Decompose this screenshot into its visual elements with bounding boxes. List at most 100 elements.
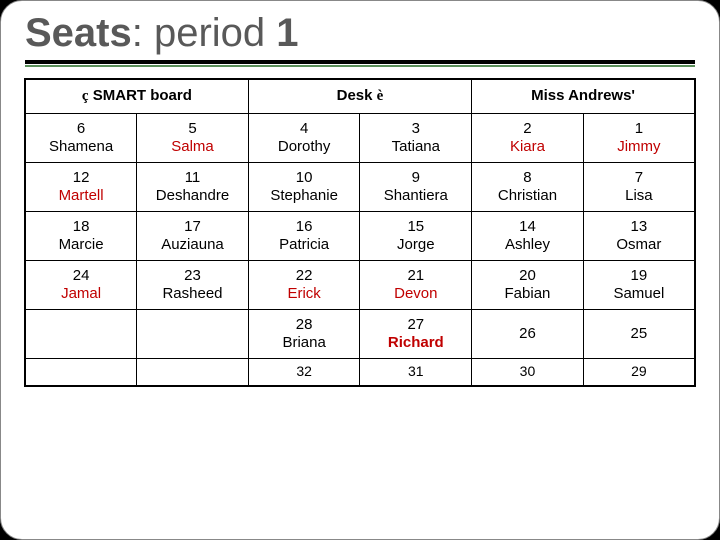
title-sep: : xyxy=(132,11,154,55)
seat-name: Marcie xyxy=(28,236,134,254)
seat-name: Shantiera xyxy=(362,187,469,205)
seat-number: 32 xyxy=(251,363,358,380)
title-mid: period xyxy=(154,11,276,55)
seat-cell: 5Salma xyxy=(137,113,249,162)
seat-number: 9 xyxy=(362,169,469,187)
seat-cell: 19Samuel xyxy=(583,260,695,309)
seat-name: Osmar xyxy=(586,236,692,254)
seat-row: 12Martell11Deshandre10Stephanie9Shantier… xyxy=(25,162,695,211)
seating-chart: ç SMART board Desk è Miss Andrews' 6Sham… xyxy=(24,78,696,387)
seat-cell xyxy=(25,358,137,386)
title-underline xyxy=(25,60,695,64)
seat-name: Rasheed xyxy=(139,285,246,303)
seat-name: Tatiana xyxy=(362,138,469,156)
seat-cell: 3Tatiana xyxy=(360,113,472,162)
seat-cell: 17Auziauna xyxy=(137,211,249,260)
seat-cell: 18Marcie xyxy=(25,211,137,260)
seat-number: 22 xyxy=(251,267,358,285)
seat-row: 32313029 xyxy=(25,358,695,386)
seat-name: Shamena xyxy=(28,138,134,156)
seat-name: Christian xyxy=(474,187,581,205)
seat-number: 23 xyxy=(139,267,246,285)
seat-number: 20 xyxy=(474,267,581,285)
seat-cell: 12Martell xyxy=(25,162,137,211)
seat-number: 11 xyxy=(139,169,246,187)
seat-cell: 9Shantiera xyxy=(360,162,472,211)
seat-number: 31 xyxy=(362,363,469,380)
seat-cell: 31 xyxy=(360,358,472,386)
seat-number: 2 xyxy=(474,120,581,138)
seat-name: Kiara xyxy=(474,138,581,156)
seat-cell: 11Deshandre xyxy=(137,162,249,211)
chart-header-row: ç SMART board Desk è Miss Andrews' xyxy=(25,79,695,113)
seat-number: 4 xyxy=(251,120,358,138)
seat-cell: 24Jamal xyxy=(25,260,137,309)
seat-number: 25 xyxy=(586,325,692,343)
seat-cell: 13Osmar xyxy=(583,211,695,260)
seat-number: 13 xyxy=(586,218,692,236)
seat-number: 24 xyxy=(28,267,134,285)
seat-number: 14 xyxy=(474,218,581,236)
seat-number: 8 xyxy=(474,169,581,187)
seat-cell: 30 xyxy=(472,358,584,386)
seat-name: Jamal xyxy=(28,285,134,303)
title-area: Seats: period 1 xyxy=(1,1,719,64)
seat-name: Erick xyxy=(251,285,358,303)
seat-number: 27 xyxy=(362,316,469,334)
seat-row: 18Marcie17Auziauna16Patricia15Jorge14Ash… xyxy=(25,211,695,260)
seat-cell: 4Dorothy xyxy=(248,113,360,162)
seat-cell: 26 xyxy=(472,309,584,358)
seat-name: Auziauna xyxy=(139,236,246,254)
seat-number: 29 xyxy=(586,363,692,380)
seat-name: Patricia xyxy=(251,236,358,254)
seat-number: 26 xyxy=(474,325,581,343)
header-left-text: SMART board xyxy=(89,87,192,104)
seat-number: 17 xyxy=(139,218,246,236)
seat-name: Stephanie xyxy=(251,187,358,205)
header-right-text: Miss Andrews' xyxy=(531,87,635,104)
seat-name: Jorge xyxy=(362,236,469,254)
seat-name: Briana xyxy=(251,334,358,352)
seat-name: Deshandre xyxy=(139,187,246,205)
seat-name: Lisa xyxy=(586,187,692,205)
seat-number: 6 xyxy=(28,120,134,138)
seat-cell xyxy=(25,309,137,358)
seat-cell: 32 xyxy=(248,358,360,386)
seat-name: Salma xyxy=(139,138,246,156)
seat-name: Richard xyxy=(362,334,469,352)
seat-cell: 10Stephanie xyxy=(248,162,360,211)
seat-number: 3 xyxy=(362,120,469,138)
seat-cell: 22Erick xyxy=(248,260,360,309)
seat-cell: 23Rasheed xyxy=(137,260,249,309)
seat-number: 7 xyxy=(586,169,692,187)
seat-cell: 2Kiara xyxy=(472,113,584,162)
seat-name: Fabian xyxy=(474,285,581,303)
seat-name: Devon xyxy=(362,285,469,303)
seat-cell: 20Fabian xyxy=(472,260,584,309)
seat-number: 12 xyxy=(28,169,134,187)
seat-number: 19 xyxy=(586,267,692,285)
seat-cell: 28Briana xyxy=(248,309,360,358)
seat-number: 18 xyxy=(28,218,134,236)
seat-cell xyxy=(137,358,249,386)
seat-name: Samuel xyxy=(586,285,692,303)
seat-number: 28 xyxy=(251,316,358,334)
seat-cell xyxy=(137,309,249,358)
seat-cell: 27Richard xyxy=(360,309,472,358)
seat-name: Ashley xyxy=(474,236,581,254)
seat-number: 1 xyxy=(586,120,692,138)
title-num: 1 xyxy=(276,11,298,55)
header-center: Desk è xyxy=(248,79,471,113)
seat-cell: 15Jorge xyxy=(360,211,472,260)
seat-name: Martell xyxy=(28,187,134,205)
seat-row: 6Shamena5Salma4Dorothy3Tatiana2Kiara1Jim… xyxy=(25,113,695,162)
page-title: Seats: period 1 xyxy=(25,11,695,58)
seat-number: 10 xyxy=(251,169,358,187)
seat-name: Dorothy xyxy=(251,138,358,156)
seat-cell: 6Shamena xyxy=(25,113,137,162)
seat-cell: 8Christian xyxy=(472,162,584,211)
seat-row: 24Jamal23Rasheed22Erick21Devon20Fabian19… xyxy=(25,260,695,309)
seat-row: 28Briana27Richard2625 xyxy=(25,309,695,358)
seat-cell: 14Ashley xyxy=(472,211,584,260)
seat-cell: 1Jimmy xyxy=(583,113,695,162)
